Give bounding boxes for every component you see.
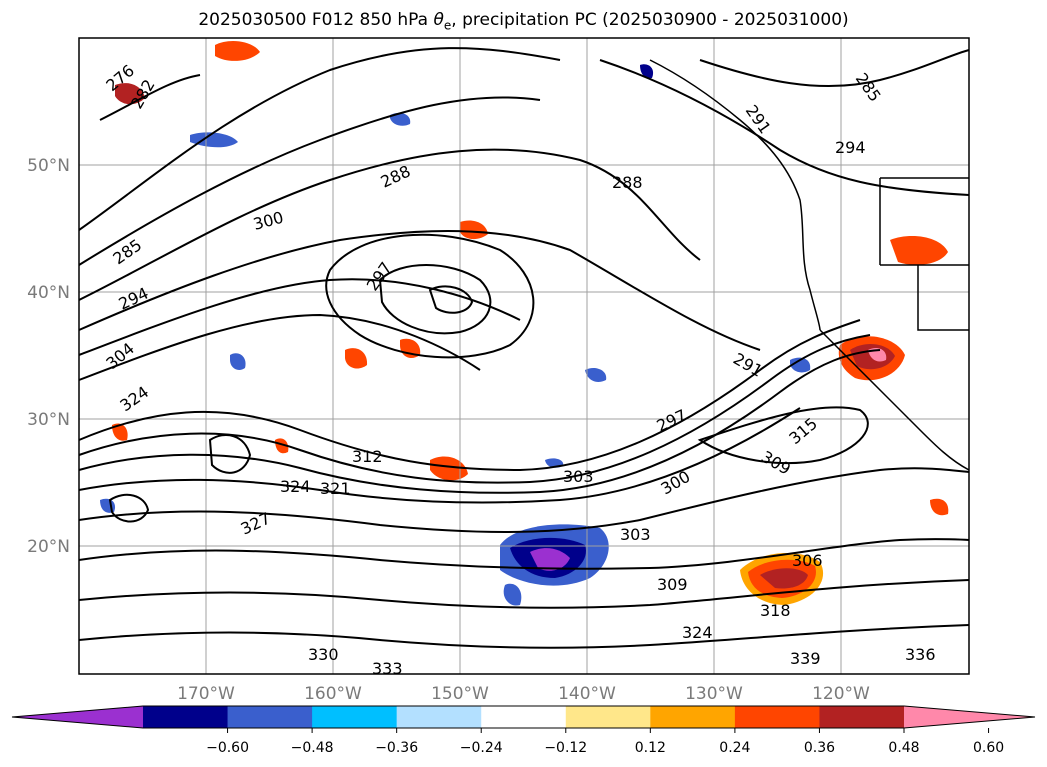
contour-label: 321 (320, 479, 351, 498)
longitude-labels: 170°W 160°W 150°W 140°W 130°W 120°W (177, 684, 870, 704)
lat-label: 20°N (27, 537, 70, 557)
colorbar-extension-low (12, 706, 143, 728)
latitude-labels: 50°N 40°N 30°N 20°N (27, 156, 70, 557)
colorbar-tick-label: 0.48 (888, 740, 919, 756)
contour-label: 339 (790, 649, 821, 668)
contour-label: 309 (657, 575, 688, 594)
contour-label: 324 (682, 623, 713, 642)
lon-label: 160°W (304, 684, 362, 704)
colorbar-segment (650, 706, 736, 728)
contour-label: 336 (905, 645, 936, 664)
contour-label: 324 (280, 477, 311, 496)
title-theta-sub: e (443, 18, 452, 33)
colorbar-segment (312, 706, 398, 728)
contour-label: 330 (308, 645, 339, 664)
colorbar-segment (565, 706, 651, 728)
contour-label: 303 (563, 467, 594, 486)
colorbar-tick-label: −0.36 (375, 740, 418, 756)
colorbar-tick-label: 0.60 (973, 740, 1004, 756)
title-prefix: 2025030500 F012 850 hPa (198, 10, 434, 30)
colorbar: −0.60 −0.48 −0.36 −0.24 −0.12 0.12 0.24 0.36 0.4… (11, 705, 1036, 756)
lon-label: 140°W (558, 684, 616, 704)
contour-label: 318 (760, 601, 791, 620)
lon-label: 120°W (812, 684, 870, 704)
colorbar-segment (143, 706, 229, 728)
colorbar-tick-label: −0.48 (291, 740, 334, 756)
contour-label: 306 (792, 551, 823, 570)
colorbar-tick-label: −0.12 (544, 740, 587, 756)
coastlines (649, 59, 970, 471)
contour-label: 288 (612, 173, 643, 192)
lat-label: 40°N (27, 283, 70, 303)
lon-label: 170°W (177, 684, 235, 704)
lon-label: 130°W (685, 684, 743, 704)
colorbar-tick-label: 0.12 (635, 740, 666, 756)
colorbar-extension-high (904, 706, 1035, 728)
title-theta: θ (433, 10, 444, 30)
colorbar-outline (11, 705, 1036, 729)
colorbar-segment (481, 706, 567, 728)
contour-label: 312 (352, 447, 383, 466)
chart-title: 2025030500 F012 850 hPa θe, precipitatio… (0, 10, 1047, 32)
gridlines (79, 38, 969, 674)
colorbar-tick-label: −0.24 (460, 740, 503, 756)
contour-label: 333 (372, 659, 403, 678)
colorbar-segment (396, 706, 482, 728)
lat-label: 30°N (27, 410, 70, 430)
colorbar-segment (734, 706, 820, 728)
title-suffix: , precipitation PC (2025030900 - 2025031… (451, 10, 849, 30)
contour-label: 303 (620, 525, 651, 544)
contour-label: 294 (835, 138, 866, 157)
map-frame (78, 37, 970, 675)
colorbar-segment (227, 706, 313, 728)
colorbar-segment (819, 706, 905, 728)
lon-label: 150°W (431, 684, 489, 704)
theta-e-contours (78, 47, 970, 649)
colorbar-tick-label: 0.36 (804, 740, 835, 756)
lat-label: 50°N (27, 156, 70, 176)
colorbar-tick-label: −0.60 (206, 740, 249, 756)
colorbar-tick-label: 0.24 (719, 740, 750, 756)
